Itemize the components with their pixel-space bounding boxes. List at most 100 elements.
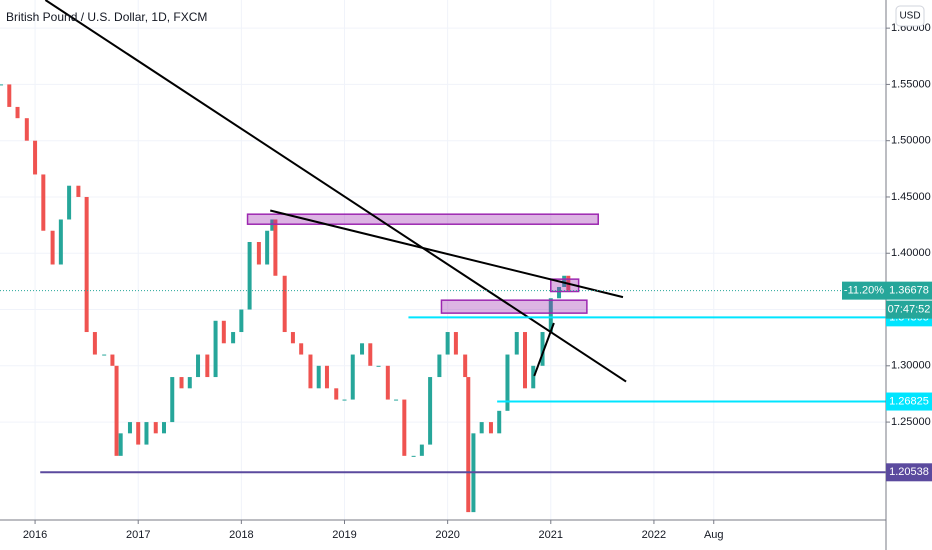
candle — [15, 106, 20, 119]
candle — [84, 196, 89, 333]
candle — [50, 230, 55, 265]
candle — [497, 410, 502, 434]
candle — [394, 399, 399, 401]
countdown-label-box — [886, 300, 932, 319]
x-tick-label: 2017 — [126, 529, 150, 541]
candle — [67, 185, 72, 220]
candle — [187, 377, 192, 389]
candle — [540, 332, 545, 366]
candle — [270, 219, 275, 231]
level-label-box — [886, 463, 932, 482]
trendline — [533, 322, 555, 377]
last-price-label-box — [886, 281, 932, 300]
candle — [445, 332, 450, 355]
x-tick-label: 2018 — [229, 529, 253, 541]
x-tick-label: 2021 — [539, 529, 563, 541]
candle — [334, 388, 339, 400]
candle — [402, 399, 407, 456]
candle — [522, 332, 527, 389]
candle — [531, 365, 536, 389]
candle — [428, 377, 433, 445]
candle — [308, 354, 313, 389]
candle — [76, 185, 81, 197]
zone — [440, 299, 588, 314]
candle — [231, 332, 236, 344]
candle — [324, 365, 329, 389]
candle — [136, 422, 141, 445]
candle — [265, 230, 270, 265]
candle — [41, 174, 46, 231]
x-tick-label: 2019 — [332, 529, 356, 541]
candle — [7, 84, 12, 107]
candle — [411, 455, 416, 457]
y-tick-label: 1.45000 — [891, 191, 931, 203]
candle — [179, 377, 184, 389]
y-tick-label: 1.30000 — [891, 360, 931, 372]
candle — [488, 422, 493, 434]
candle — [466, 377, 471, 513]
candle — [24, 118, 29, 141]
candle — [205, 354, 210, 378]
candle — [316, 365, 321, 389]
candle — [548, 298, 553, 333]
candle — [562, 275, 567, 288]
change-label-box — [842, 281, 886, 300]
x-tick-label: 2020 — [435, 529, 459, 541]
candle — [290, 332, 295, 344]
candle — [453, 332, 458, 355]
candle — [239, 309, 244, 333]
grid — [0, 0, 886, 520]
x-tick-label: 2016 — [23, 529, 47, 541]
candle — [114, 365, 119, 456]
candle — [273, 219, 278, 276]
trendline — [269, 209, 624, 299]
currency-label[interactable]: USD — [899, 11, 920, 22]
candle — [170, 377, 175, 423]
candle — [58, 219, 63, 265]
x-tick-label: Aug — [704, 529, 724, 541]
candle — [505, 354, 510, 411]
candle — [213, 320, 218, 378]
candle — [256, 241, 261, 265]
y-tick-label: 1.25000 — [891, 416, 931, 428]
currency-button[interactable] — [895, 5, 925, 27]
y-tick-label: 1.50000 — [891, 135, 931, 147]
chart-title: British Pound / U.S. Dollar, 1D, FXCM — [6, 10, 207, 24]
candle — [350, 354, 355, 400]
x-tick-label: 2022 — [642, 529, 666, 541]
countdown-label: 07:47:52 — [888, 304, 931, 316]
y-tick-label: 1.55000 — [891, 78, 931, 90]
candle — [118, 433, 123, 456]
candle — [102, 354, 107, 356]
candle — [144, 422, 149, 445]
candle — [196, 354, 201, 378]
overlays — [0, 0, 886, 474]
candle — [376, 365, 381, 367]
candle — [92, 332, 97, 355]
candle — [385, 365, 390, 400]
candle — [247, 241, 252, 310]
candle — [110, 354, 115, 366]
candle — [161, 422, 166, 434]
candle — [153, 422, 158, 434]
candle — [479, 422, 484, 434]
candle — [299, 343, 304, 355]
candle — [282, 275, 287, 333]
candle — [360, 343, 365, 355]
y-tick-label: 1.60000 — [891, 22, 931, 34]
candle — [514, 332, 519, 355]
candle — [463, 354, 468, 378]
level-label: 1.26825 — [889, 395, 929, 407]
candle — [0, 84, 4, 86]
axes: 1.250001.300001.350001.400001.450001.500… — [23, 22, 932, 541]
candle — [127, 422, 132, 434]
candle — [342, 399, 347, 401]
level-label-box — [886, 392, 932, 411]
zone — [246, 213, 599, 225]
candle — [368, 343, 373, 366]
candle — [437, 354, 442, 378]
candle — [33, 140, 38, 175]
candle — [557, 287, 562, 299]
